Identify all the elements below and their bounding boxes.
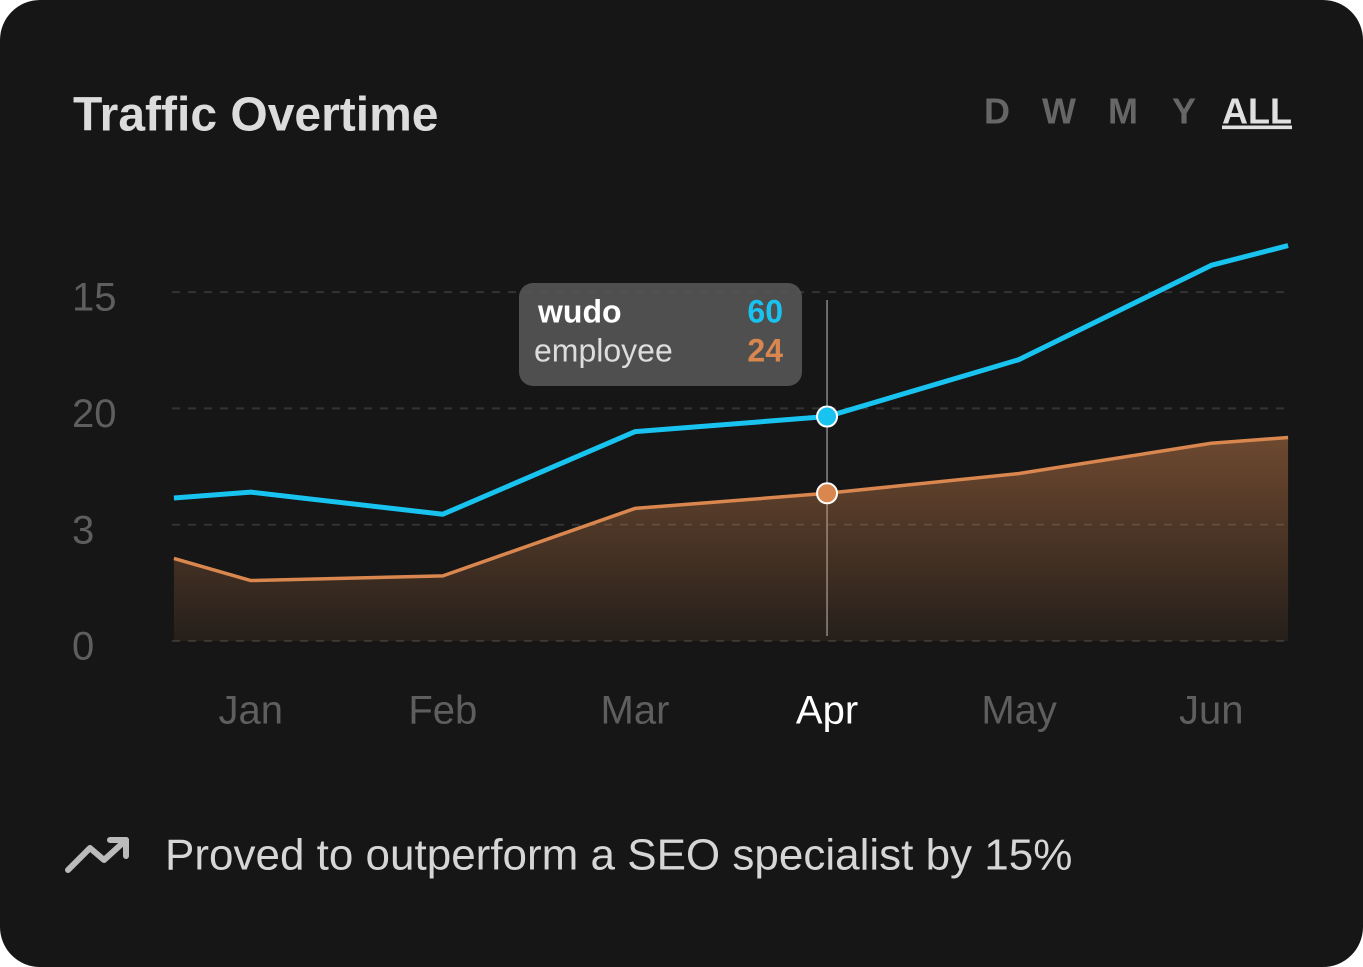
plot: 0 3 20 15 Jan Feb Mar Apr May Jun wudo 60 employee 24 bbox=[72, 243, 1290, 733]
period-button[interactable]: Y bbox=[1172, 91, 1196, 132]
x-tick-label: May bbox=[981, 689, 1057, 733]
tooltip: wudo 60 employee 24 bbox=[519, 283, 802, 386]
x-tick-label: Apr bbox=[796, 689, 858, 733]
tooltip-name: wudo bbox=[537, 293, 622, 329]
footer-text: Proved to outperform a SEO specialist by… bbox=[165, 831, 1072, 880]
y-tick-label: 0 bbox=[72, 625, 94, 669]
y-tick-label: 3 bbox=[72, 508, 94, 552]
line bbox=[173, 435, 1289, 583]
x-tick-label: Mar bbox=[601, 689, 670, 733]
period-selector: D W M Y ALL bbox=[984, 91, 1292, 132]
line bbox=[173, 243, 1289, 517]
period-button[interactable]: ALL bbox=[1222, 91, 1292, 132]
x-tick-label: Feb bbox=[408, 689, 477, 733]
tooltip-bg bbox=[519, 283, 802, 386]
x-tick-label: Jan bbox=[219, 689, 284, 733]
y-tick-label: 15 bbox=[72, 276, 117, 320]
area bbox=[173, 437, 1289, 641]
period-button[interactable]: M bbox=[1108, 91, 1138, 132]
tooltip-value: 24 bbox=[747, 332, 783, 368]
y-tick-label: 20 bbox=[72, 392, 117, 436]
hover-point bbox=[816, 405, 839, 428]
x-tick-label: Jun bbox=[1179, 689, 1244, 733]
tooltip-value: 60 bbox=[747, 293, 783, 329]
trend-icon bbox=[65, 837, 129, 873]
period-button[interactable]: D bbox=[984, 91, 1010, 132]
period-button[interactable]: W bbox=[1042, 91, 1076, 132]
chart-title: Traffic Overtime bbox=[73, 89, 438, 142]
hover-point bbox=[816, 482, 839, 505]
tooltip-name: employee bbox=[534, 332, 673, 368]
